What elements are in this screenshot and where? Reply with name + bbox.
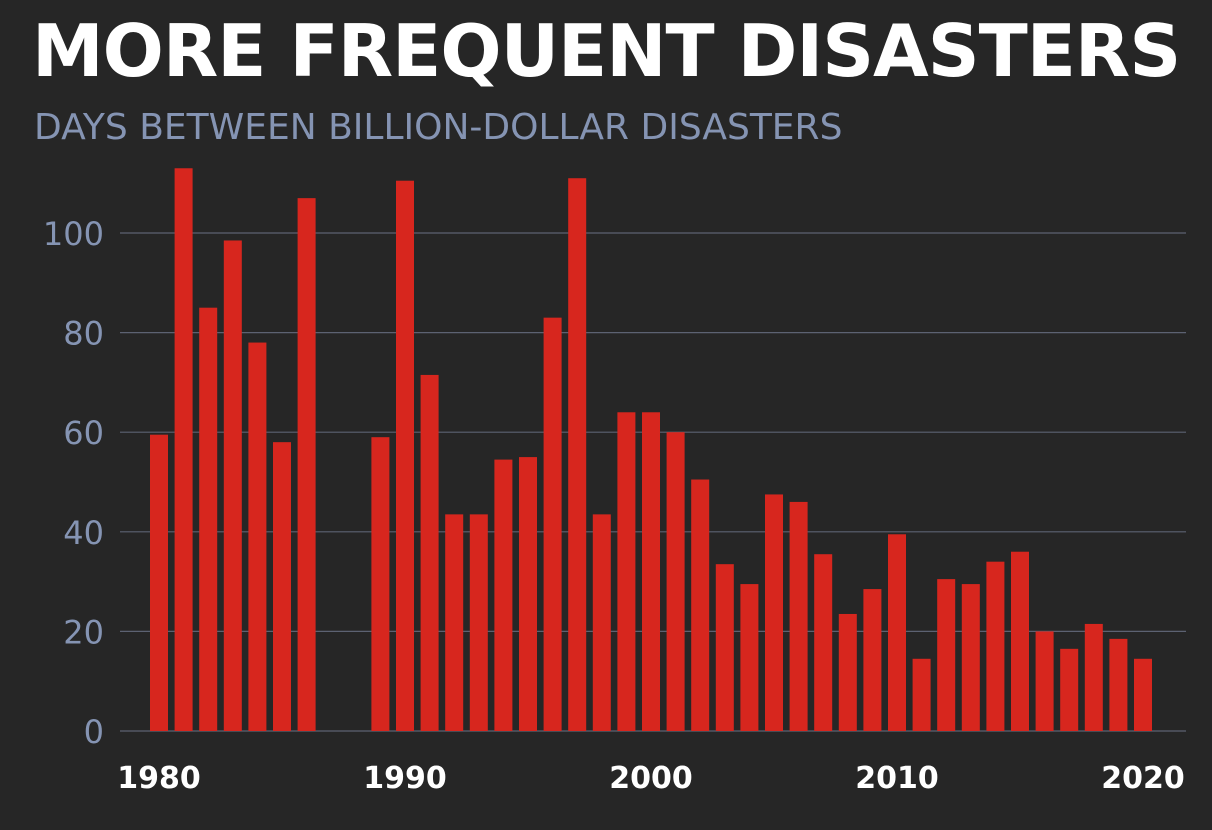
y-axis-ticks: 0 20 40 60 80 100 [43,215,104,751]
y-tick-label: 20 [63,613,104,651]
bar-2001 [666,432,685,731]
bar-2020 [1134,658,1152,731]
x-tick-label: 1990 [363,761,447,796]
bar-2014 [986,561,1005,731]
x-tick-label: 1980 [117,761,201,796]
bar-1997 [568,178,587,732]
bar-1985 [273,442,291,731]
bar-2005 [765,494,783,731]
bar-2004 [740,584,759,731]
bar-1995 [519,457,537,731]
bar-1989 [371,437,390,731]
bar-2018 [1084,623,1103,731]
y-tick-label: 0 [84,713,104,751]
chart-subtitle: DAYS BETWEEN BILLION-DOLLAR DISASTERS [34,107,843,148]
bar-2006 [789,501,808,731]
bar-1990 [396,180,414,731]
y-tick-label: 60 [63,414,104,452]
bar-2017 [1060,648,1079,731]
bar-2002 [691,479,710,731]
bar-1986 [297,198,316,731]
x-axis-ticks: 1980 1990 2000 2010 2020 [117,761,1185,796]
bar-1996 [543,317,562,731]
bar-2016 [1035,631,1054,731]
bars [150,168,1152,732]
bar-1984 [248,342,267,731]
bar-1994 [494,459,513,731]
bar-1981 [174,168,193,731]
chart-title: MORE FREQUENT DISASTERS [32,9,1181,93]
bar-2009 [863,589,882,731]
bar-2010 [888,534,906,731]
bar-2011 [912,658,931,731]
x-tick-label: 2000 [609,761,693,796]
bar-1999 [617,412,636,731]
bar-2003 [715,564,734,731]
bar-1980 [150,434,168,731]
bar-2008 [838,613,857,731]
bar-2000 [642,412,660,731]
bar-1992 [445,514,464,731]
y-tick-label: 40 [63,514,104,552]
x-tick-label: 2010 [855,761,939,796]
bar-1982 [199,307,218,731]
bar-1993 [469,514,488,731]
y-tick-label: 80 [63,315,104,353]
x-tick-label: 2020 [1101,761,1185,796]
bar-2015 [1011,551,1029,731]
bar-1998 [592,514,611,731]
bar-1983 [223,240,242,731]
bar-1991 [420,374,439,731]
bar-2012 [937,579,956,731]
bar-2019 [1109,638,1128,731]
bar-2007 [814,554,833,731]
y-tick-label: 100 [43,215,104,253]
bar-2013 [961,584,980,731]
